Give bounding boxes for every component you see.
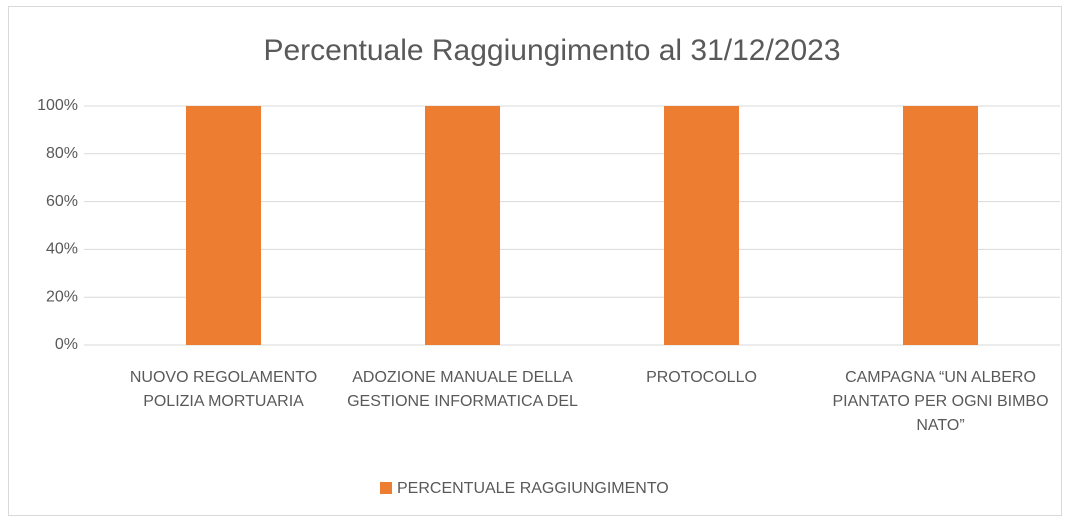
legend-label: PERCENTUALE RAGGIUNGIMENTO bbox=[397, 480, 669, 497]
x-tick-label: CAMPAGNA “UN ALBERO PIANTATO PER OGNI BI… bbox=[832, 369, 1049, 434]
y-tick-label: 20% bbox=[46, 288, 78, 305]
chart-border bbox=[8, 6, 1062, 516]
y-tick-label: 100% bbox=[37, 97, 78, 114]
bar bbox=[425, 106, 500, 345]
legend-swatch bbox=[380, 482, 392, 494]
bar bbox=[664, 106, 739, 345]
y-tick-label: 40% bbox=[46, 241, 78, 258]
x-tick-label: NUOVO REGOLAMENTO POLIZIA MORTUARIA bbox=[129, 369, 318, 410]
x-tick-label: ADOZIONE MANUALE DELLA GESTIONE INFORMAT… bbox=[347, 369, 578, 410]
y-tick-label: 80% bbox=[46, 145, 78, 162]
x-tick-label: PROTOCOLLO bbox=[646, 369, 757, 386]
y-tick-label: 60% bbox=[46, 193, 78, 210]
bar bbox=[903, 106, 978, 345]
y-tick-label: 0% bbox=[55, 336, 78, 353]
bar bbox=[186, 106, 261, 345]
chart-title: Percentuale Raggiungimento al 31/12/2023 bbox=[263, 34, 840, 67]
